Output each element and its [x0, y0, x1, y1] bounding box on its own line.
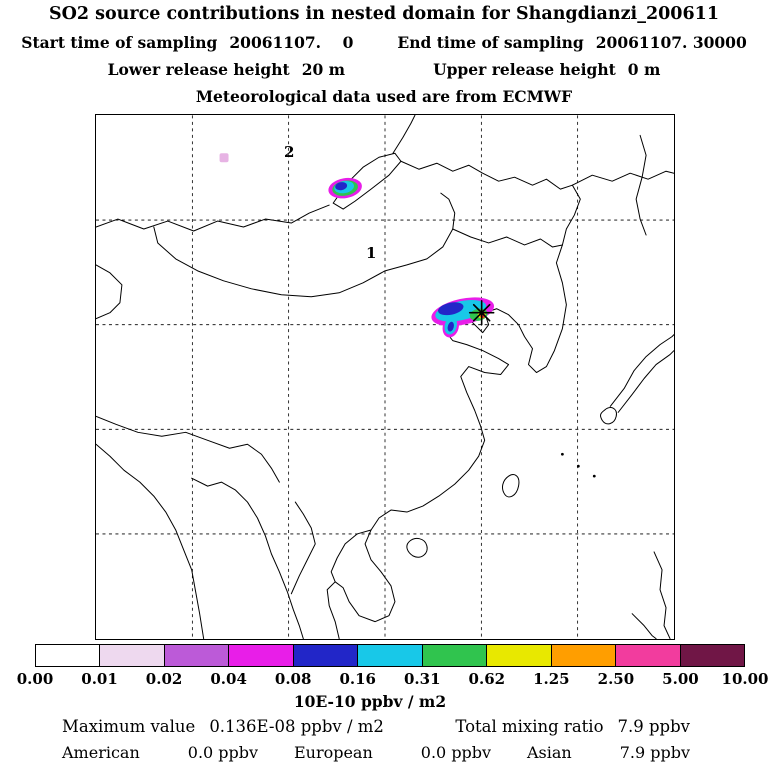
- domain-label-2: 2: [284, 143, 295, 161]
- colorbar-units-label: 10E-10 ppbv / m2: [293, 692, 447, 711]
- colorbar-tick-label: 0.31: [403, 670, 441, 688]
- maximum-value-label: Maximum value: [62, 717, 196, 736]
- colorbar-segment: [100, 645, 165, 666]
- contribution-region-label: American: [62, 743, 140, 762]
- colorbar-tick-label: 0.04: [210, 670, 247, 688]
- japan: [609, 334, 674, 407]
- colorbar-segment: [680, 645, 744, 666]
- colorbar-tick-label: 5.00: [662, 670, 699, 688]
- maximum-value-group: Maximum value 0.136E-08 ppbv / m2: [62, 717, 384, 736]
- colorbar-tick-label: 10.00: [721, 670, 768, 688]
- faint-spot: [219, 153, 229, 163]
- contribution-region-label: European: [293, 743, 373, 762]
- colorbar-tick-label: 0.16: [339, 670, 376, 688]
- contributions-line: American 0.0 ppbv European 0.0 ppbv Asian 7.9…: [62, 743, 690, 762]
- total-mixing-ratio-group: Total mixing ratio 7.9 ppbv: [455, 717, 690, 736]
- map-canvas: [96, 115, 674, 639]
- release-upper-value: 0 m: [627, 60, 661, 79]
- colorbar-tick-label: 0.02: [145, 670, 183, 688]
- map-panel: 2 1: [95, 114, 675, 640]
- sampling-start-label: Start time of sampling: [21, 33, 218, 52]
- colorbar-segment: [487, 645, 552, 666]
- contribution-region-label: Asian: [526, 743, 572, 762]
- colorbar: [35, 644, 745, 667]
- colorbar-tick-label: 0.01: [81, 670, 118, 688]
- colorbar-tick-label: 2.50: [597, 670, 635, 688]
- small-islands: [560, 452, 596, 478]
- colorbar-tick-label: 0.00: [16, 670, 54, 688]
- contribution-value: 0.0 ppbv: [420, 743, 492, 762]
- colorbar-ticks: 0.00 0.01 0.02 0.04 0.08 0.16 0.31 0.62 1.25 2.50…: [17, 670, 768, 688]
- contribution-value: 0.0 ppbv: [187, 743, 259, 762]
- colorbar-segment: [293, 645, 359, 666]
- total-mixing-ratio-label: Total mixing ratio: [455, 717, 604, 736]
- met-data-line: Meteorological data used are from ECMWF: [195, 87, 573, 106]
- taiwan: [502, 474, 520, 498]
- sampling-line: Start time of sampling 20061107. 0 End t…: [0, 33, 768, 52]
- colorbar-segment: [616, 645, 681, 666]
- receptor-marker-icon: [468, 299, 495, 326]
- colorbar-segment: [551, 645, 617, 666]
- release-lower-label: Lower release height: [107, 60, 290, 79]
- baikal-plume: [328, 177, 362, 199]
- contribution-group-american: American 0.0 ppbv: [62, 743, 258, 762]
- gridlines: [96, 115, 674, 639]
- receptor-plume: [431, 297, 495, 338]
- concentration-plumes: [219, 153, 495, 338]
- hainan: [406, 537, 428, 558]
- contribution-value: 7.9 ppbv: [619, 743, 690, 762]
- colorbar-tick-label: 0.62: [468, 670, 506, 688]
- myanmar-coast: [191, 477, 304, 639]
- release-lower-value: 20 m: [301, 60, 346, 79]
- sampling-start-value: 20061107. 0: [229, 33, 354, 52]
- total-mixing-ratio-value: 7.9 ppbv: [617, 717, 691, 736]
- himalaya-border: [96, 415, 280, 483]
- colorbar-segment: [164, 645, 230, 666]
- maximum-value: 0.136E-08 ppbv / m2: [209, 717, 384, 736]
- east-asia-coast: [326, 244, 567, 639]
- colorbar-segment: [229, 645, 294, 666]
- colorbar-segment: [36, 645, 101, 666]
- coastlines: [96, 115, 674, 639]
- colorbar-segment: [422, 645, 488, 666]
- mongolia-border: [153, 192, 456, 298]
- domain-label-1: 1: [366, 244, 377, 262]
- contribution-group-asian: Asian 7.9 ppbv: [527, 743, 690, 762]
- figure-title: SO2 source contributions in nested domai…: [49, 4, 719, 24]
- india-coast: [96, 443, 205, 639]
- contribution-group-european: European 0.0 ppbv: [294, 743, 491, 762]
- sampling-end-value: 20061107. 30000: [595, 33, 747, 52]
- colorbar-tick-label: 1.25: [533, 670, 570, 688]
- sampling-end-label: End time of sampling: [397, 33, 584, 52]
- colorbar-segment: [358, 645, 423, 666]
- release-line: Lower release height 20 m Upper release …: [0, 60, 768, 79]
- release-upper-label: Upper release height: [433, 60, 616, 79]
- stats-line: Maximum value 0.136E-08 ppbv / m2 Total …: [62, 717, 690, 736]
- colorbar-tick-label: 0.08: [274, 670, 312, 688]
